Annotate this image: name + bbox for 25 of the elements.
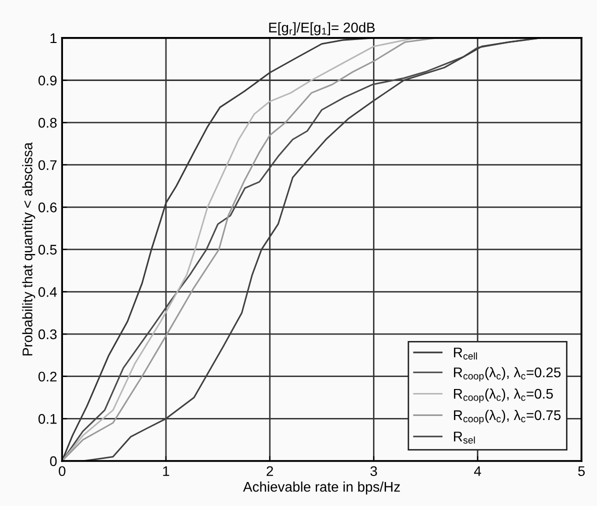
x-tick-label: 5 bbox=[578, 466, 585, 476]
y-tick-label: 0.8 bbox=[38, 118, 57, 128]
legend-label: R$_{coop}$(λ$_{c}$), λ$_{c}$=0.5 bbox=[454, 388, 553, 403]
y-tick-label: 0.4 bbox=[38, 287, 57, 297]
y-tick-label: 0.5 bbox=[38, 244, 57, 255]
y-tick-label: 0.6 bbox=[38, 202, 57, 212]
legend-label: R$_{sel}$ bbox=[454, 432, 475, 444]
y-tick-label: 0.3 bbox=[38, 329, 57, 340]
x-tick-label: 2 bbox=[266, 466, 274, 476]
y-tick-label: 0.1 bbox=[38, 414, 57, 424]
x-axis-title: Achievable rate in bps/Hz bbox=[243, 482, 400, 494]
x-tick-label: 4 bbox=[474, 466, 482, 476]
legend-label: R$_{coop}$(λ$_{c}$), λ$_{c}$=0.75 bbox=[454, 410, 561, 424]
y-tick-label: 1 bbox=[50, 33, 57, 43]
y-tick-label: 0.2 bbox=[38, 372, 57, 382]
legend-label: R$_{cell}$ bbox=[454, 348, 477, 360]
y-axis-title: Probability that quantity < abscissa bbox=[22, 142, 36, 356]
x-tick-label: 0 bbox=[58, 466, 66, 476]
y-tick-label: 0.7 bbox=[38, 160, 57, 170]
x-tick-label: 3 bbox=[370, 466, 377, 476]
x-tick-label: 1 bbox=[163, 466, 170, 476]
y-tick-label: 0.9 bbox=[38, 76, 57, 86]
chart-title: E[g$_{r}$]/E[g$_{1}$]= 20dB bbox=[269, 22, 375, 36]
y-tick-label: 0 bbox=[50, 456, 57, 466]
legend-label: R$_{coop}$(λ$_{c}$), λ$_{c}$=0.25 bbox=[454, 367, 561, 382]
